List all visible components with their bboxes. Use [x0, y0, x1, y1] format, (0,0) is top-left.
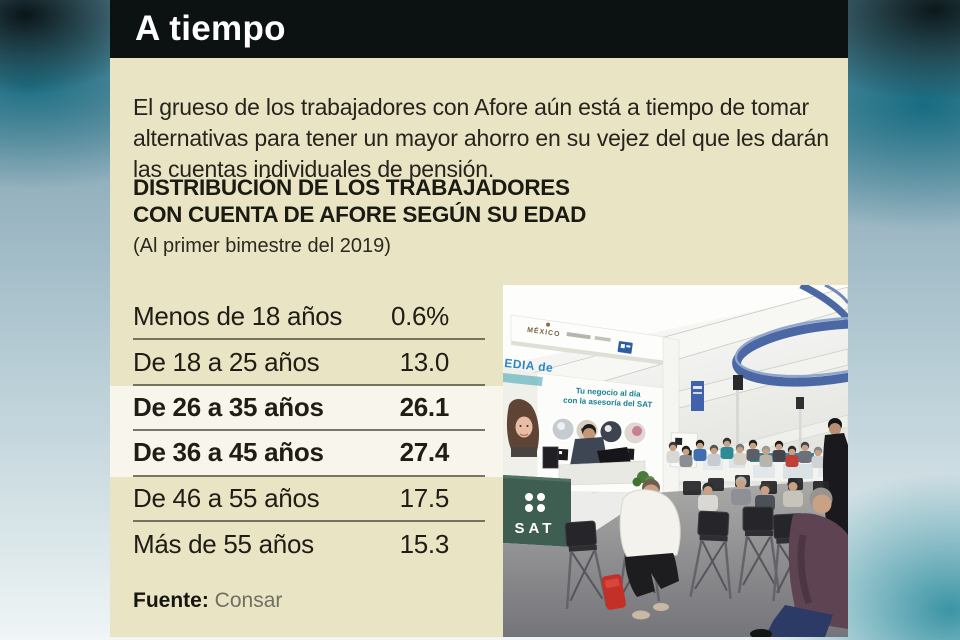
- table-row: De 46 a 55 años 17.5: [133, 477, 485, 522]
- tent-poles: [733, 375, 804, 453]
- mexico-seal-icon: [546, 322, 551, 327]
- row-label: Más de 55 años: [133, 529, 314, 560]
- row-label: De 46 a 55 años: [133, 482, 320, 513]
- chart-title-line1: DISTRIBUCIÓN DE LOS TRABAJADORES: [133, 175, 570, 200]
- booth-attendant: [542, 424, 646, 486]
- row-label: Menos de 18 años: [133, 301, 343, 332]
- infographic-card: A tiempo El grueso de los trabajadores c…: [110, 0, 848, 637]
- mid-seated-people: [698, 476, 803, 511]
- background-crowd: [666, 437, 838, 468]
- partial-banner-text: EDIA de: [504, 356, 554, 375]
- svg-text:Tu negocio al día: Tu negocio al día: [576, 386, 642, 398]
- age-distribution-table: Menos de 18 años 0.6% De 18 a 25 años 13…: [133, 295, 485, 567]
- page-title: A tiempo: [135, 9, 286, 48]
- standing-man-suit: [822, 418, 848, 545]
- row-label: De 36 a 45 años: [133, 437, 324, 468]
- sat-booth: MÉXICO EDIA de: [503, 314, 698, 494]
- row-value: 17.5: [399, 482, 450, 513]
- source-label: Fuente:: [133, 589, 209, 612]
- row-label: De 26 a 35 años: [133, 391, 324, 422]
- sat-green-panel: SAT: [503, 475, 571, 547]
- row-value: 0.6%: [390, 301, 449, 332]
- booth-hostess-photo: [506, 399, 539, 457]
- booth-service-circles: [550, 416, 648, 446]
- chart-title-line2: CON CUENTA DE AFORE SEGÚN SU EDAD: [133, 202, 587, 227]
- sat-chip-icon: [617, 341, 633, 354]
- table-row: De 26 a 35 años 26.1: [133, 386, 485, 432]
- table-row: De 36 a 45 años 27.4: [133, 431, 485, 477]
- hanging-banner: [691, 381, 704, 411]
- header-bar: A tiempo: [110, 0, 848, 58]
- event-photo: MÉXICO EDIA de: [503, 285, 848, 637]
- row-value: 27.4: [399, 437, 450, 468]
- table-row: De 18 a 25 años 13.0: [133, 340, 485, 386]
- sat-panel-label: SAT: [515, 520, 556, 537]
- table-row: Más de 55 años 15.3: [133, 522, 485, 567]
- row-label: De 18 a 25 años: [133, 346, 320, 377]
- chart-subtitle: (Al primer bimestre del 2019): [133, 235, 391, 257]
- hanging-ring-light: [732, 285, 848, 387]
- card-body: El grueso de los trabajadores con Afore …: [110, 58, 848, 637]
- chart-title: DISTRIBUCIÓN DE LOS TRABAJADORES CON CUE…: [133, 174, 586, 228]
- man-maroon-jacket: [750, 487, 848, 637]
- source-value: Consar: [214, 589, 283, 612]
- man-white-shirt: [619, 479, 681, 620]
- row-value: 15.3: [399, 529, 450, 560]
- row-value: 26.1: [399, 391, 450, 422]
- intro-paragraph: El grueso de los trabajadores con Afore …: [133, 94, 829, 182]
- table-row: Menos de 18 años 0.6%: [133, 295, 485, 341]
- sat-logo: [525, 493, 545, 512]
- red-bag: [601, 574, 626, 610]
- highlight-band: [110, 386, 503, 477]
- source-line: Fuente: Consar: [133, 589, 282, 613]
- row-value: 13.0: [399, 346, 450, 377]
